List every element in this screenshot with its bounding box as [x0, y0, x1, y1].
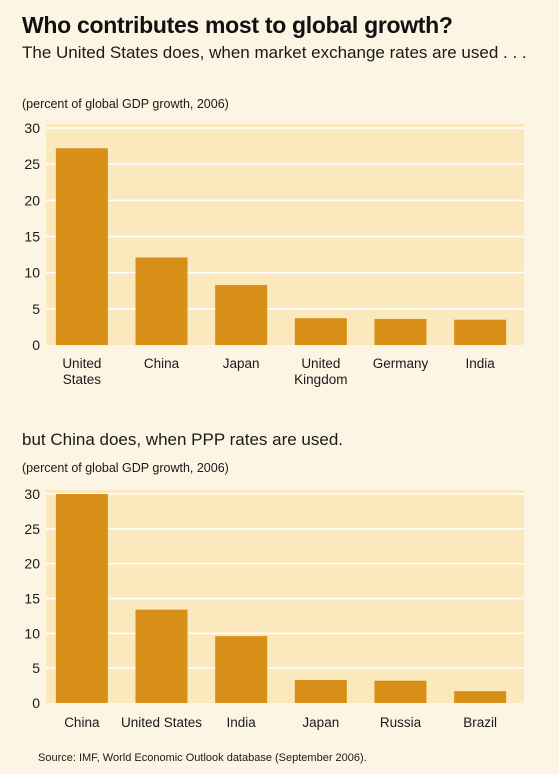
- bar: [55, 148, 108, 345]
- y-tick-label: 15: [24, 229, 40, 245]
- y-tick-label: 0: [32, 695, 40, 711]
- category-label: United States: [121, 715, 202, 730]
- bar: [294, 318, 347, 345]
- bar: [454, 319, 507, 345]
- category-label: Germany: [373, 356, 429, 371]
- y-tick-label: 10: [24, 265, 40, 281]
- category-label: Brazil: [463, 715, 497, 730]
- plot-area: [46, 490, 524, 703]
- category-label: India: [227, 715, 257, 730]
- y-tick-label: 15: [24, 591, 40, 607]
- category-label: United: [301, 356, 340, 371]
- chart-1-unit-note: (percent of global GDP growth, 2006): [22, 97, 229, 111]
- category-label: Japan: [302, 715, 339, 730]
- category-label: United: [62, 356, 101, 371]
- category-label: Kingdom: [294, 372, 347, 387]
- y-tick-label: 25: [24, 521, 40, 537]
- bar: [294, 680, 347, 703]
- category-label: India: [466, 356, 496, 371]
- source-note: Source: IMF, World Economic Outlook data…: [38, 752, 367, 764]
- y-tick-label: 25: [24, 156, 40, 172]
- y-tick-label: 20: [24, 556, 40, 572]
- y-tick-label: 5: [32, 660, 40, 676]
- y-tick-label: 20: [24, 192, 40, 208]
- figure-title: Who contributes most to global growth?: [22, 12, 453, 38]
- y-tick-label: 0: [32, 337, 40, 353]
- chart-2-subtitle: but China does, when PPP rates are used.: [22, 430, 343, 449]
- chart-2-unit-note: (percent of global GDP growth, 2006): [22, 461, 229, 475]
- category-label: States: [63, 372, 102, 387]
- bar: [215, 284, 268, 345]
- bar: [135, 257, 188, 345]
- y-tick-label: 30: [24, 120, 40, 136]
- category-label: China: [144, 356, 180, 371]
- bar: [135, 609, 188, 703]
- y-tick-label: 30: [24, 486, 40, 502]
- bar: [55, 494, 108, 703]
- bar: [374, 318, 427, 345]
- bar: [374, 680, 427, 703]
- y-tick-label: 10: [24, 625, 40, 641]
- chart-1-subtitle: The United States does, when market exch…: [22, 43, 527, 62]
- y-tick-label: 5: [32, 301, 40, 317]
- bar: [454, 691, 507, 703]
- category-label: Japan: [223, 356, 260, 371]
- category-label: Russia: [380, 715, 422, 730]
- category-label: China: [64, 715, 100, 730]
- bar: [215, 636, 268, 703]
